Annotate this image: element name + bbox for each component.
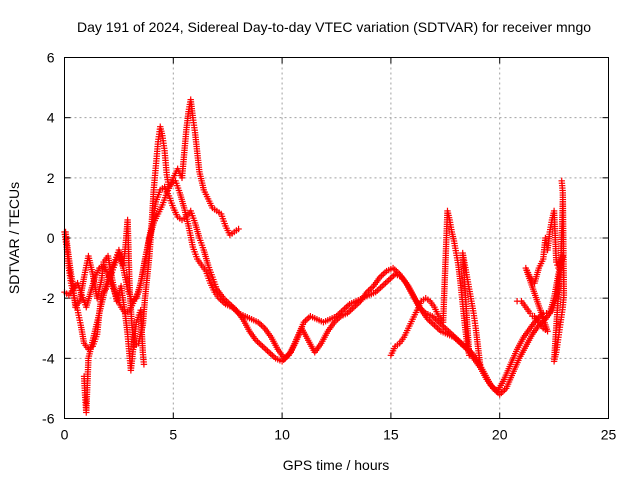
data-point-fill (380, 270, 387, 278)
data-point-fill (368, 284, 376, 291)
data-point-fill (383, 278, 391, 285)
x-tick-label: 25 (601, 427, 617, 443)
y-tick-label: 0 (47, 230, 55, 246)
data-point (235, 225, 242, 233)
data-point-fill (387, 275, 394, 282)
data-point-fill (378, 272, 385, 279)
data-point-fill (382, 279, 389, 287)
data-point-fill (259, 323, 267, 330)
data-point-fill (269, 352, 276, 359)
x-tick-label: 5 (169, 427, 177, 443)
plot-frame (64, 57, 609, 419)
data-point-fill (375, 285, 383, 293)
data-point (558, 177, 565, 185)
y-axis-label: SDTVAR / TECUs (6, 182, 22, 294)
data-point (259, 343, 266, 350)
y-tick-label: -6 (42, 411, 55, 427)
data-point (553, 258, 560, 266)
data-point-fill (264, 347, 271, 355)
data-point-fill (258, 322, 265, 329)
chart-title: Day 191 of 2024, Sidereal Day-to-day VTE… (77, 19, 591, 35)
data-point-fill (391, 266, 398, 273)
data-point (140, 361, 148, 368)
y-tick-label: -2 (42, 290, 55, 306)
y-tick-label: 6 (47, 50, 55, 66)
data-point-fill (267, 350, 274, 358)
data-point (378, 282, 386, 290)
data-point-fill (380, 281, 388, 288)
y-tick-label: -4 (42, 350, 55, 366)
y-tick-label: 4 (47, 110, 55, 126)
data-point-fill (367, 285, 374, 293)
x-tick-label: 20 (492, 427, 508, 443)
data-point-fill (254, 338, 261, 345)
data-point-fill (262, 346, 269, 353)
x-tick-label: 10 (274, 427, 290, 443)
data-point-fill (377, 284, 384, 291)
data-points (61, 96, 568, 416)
x-tick-label: 15 (383, 427, 399, 443)
data-point-fill (260, 344, 268, 352)
y-tick-label: 2 (47, 170, 55, 186)
x-axis-label: GPS time / hours (283, 457, 390, 473)
tick-labels: 0 5 10 15 20 25 -6 -4 -2 0 2 4 6 (42, 50, 616, 443)
data-point-fill (256, 340, 263, 347)
x-tick-label: 0 (61, 427, 69, 443)
data-point (265, 349, 273, 356)
data-point-fill (257, 341, 265, 348)
data-point (476, 361, 484, 368)
